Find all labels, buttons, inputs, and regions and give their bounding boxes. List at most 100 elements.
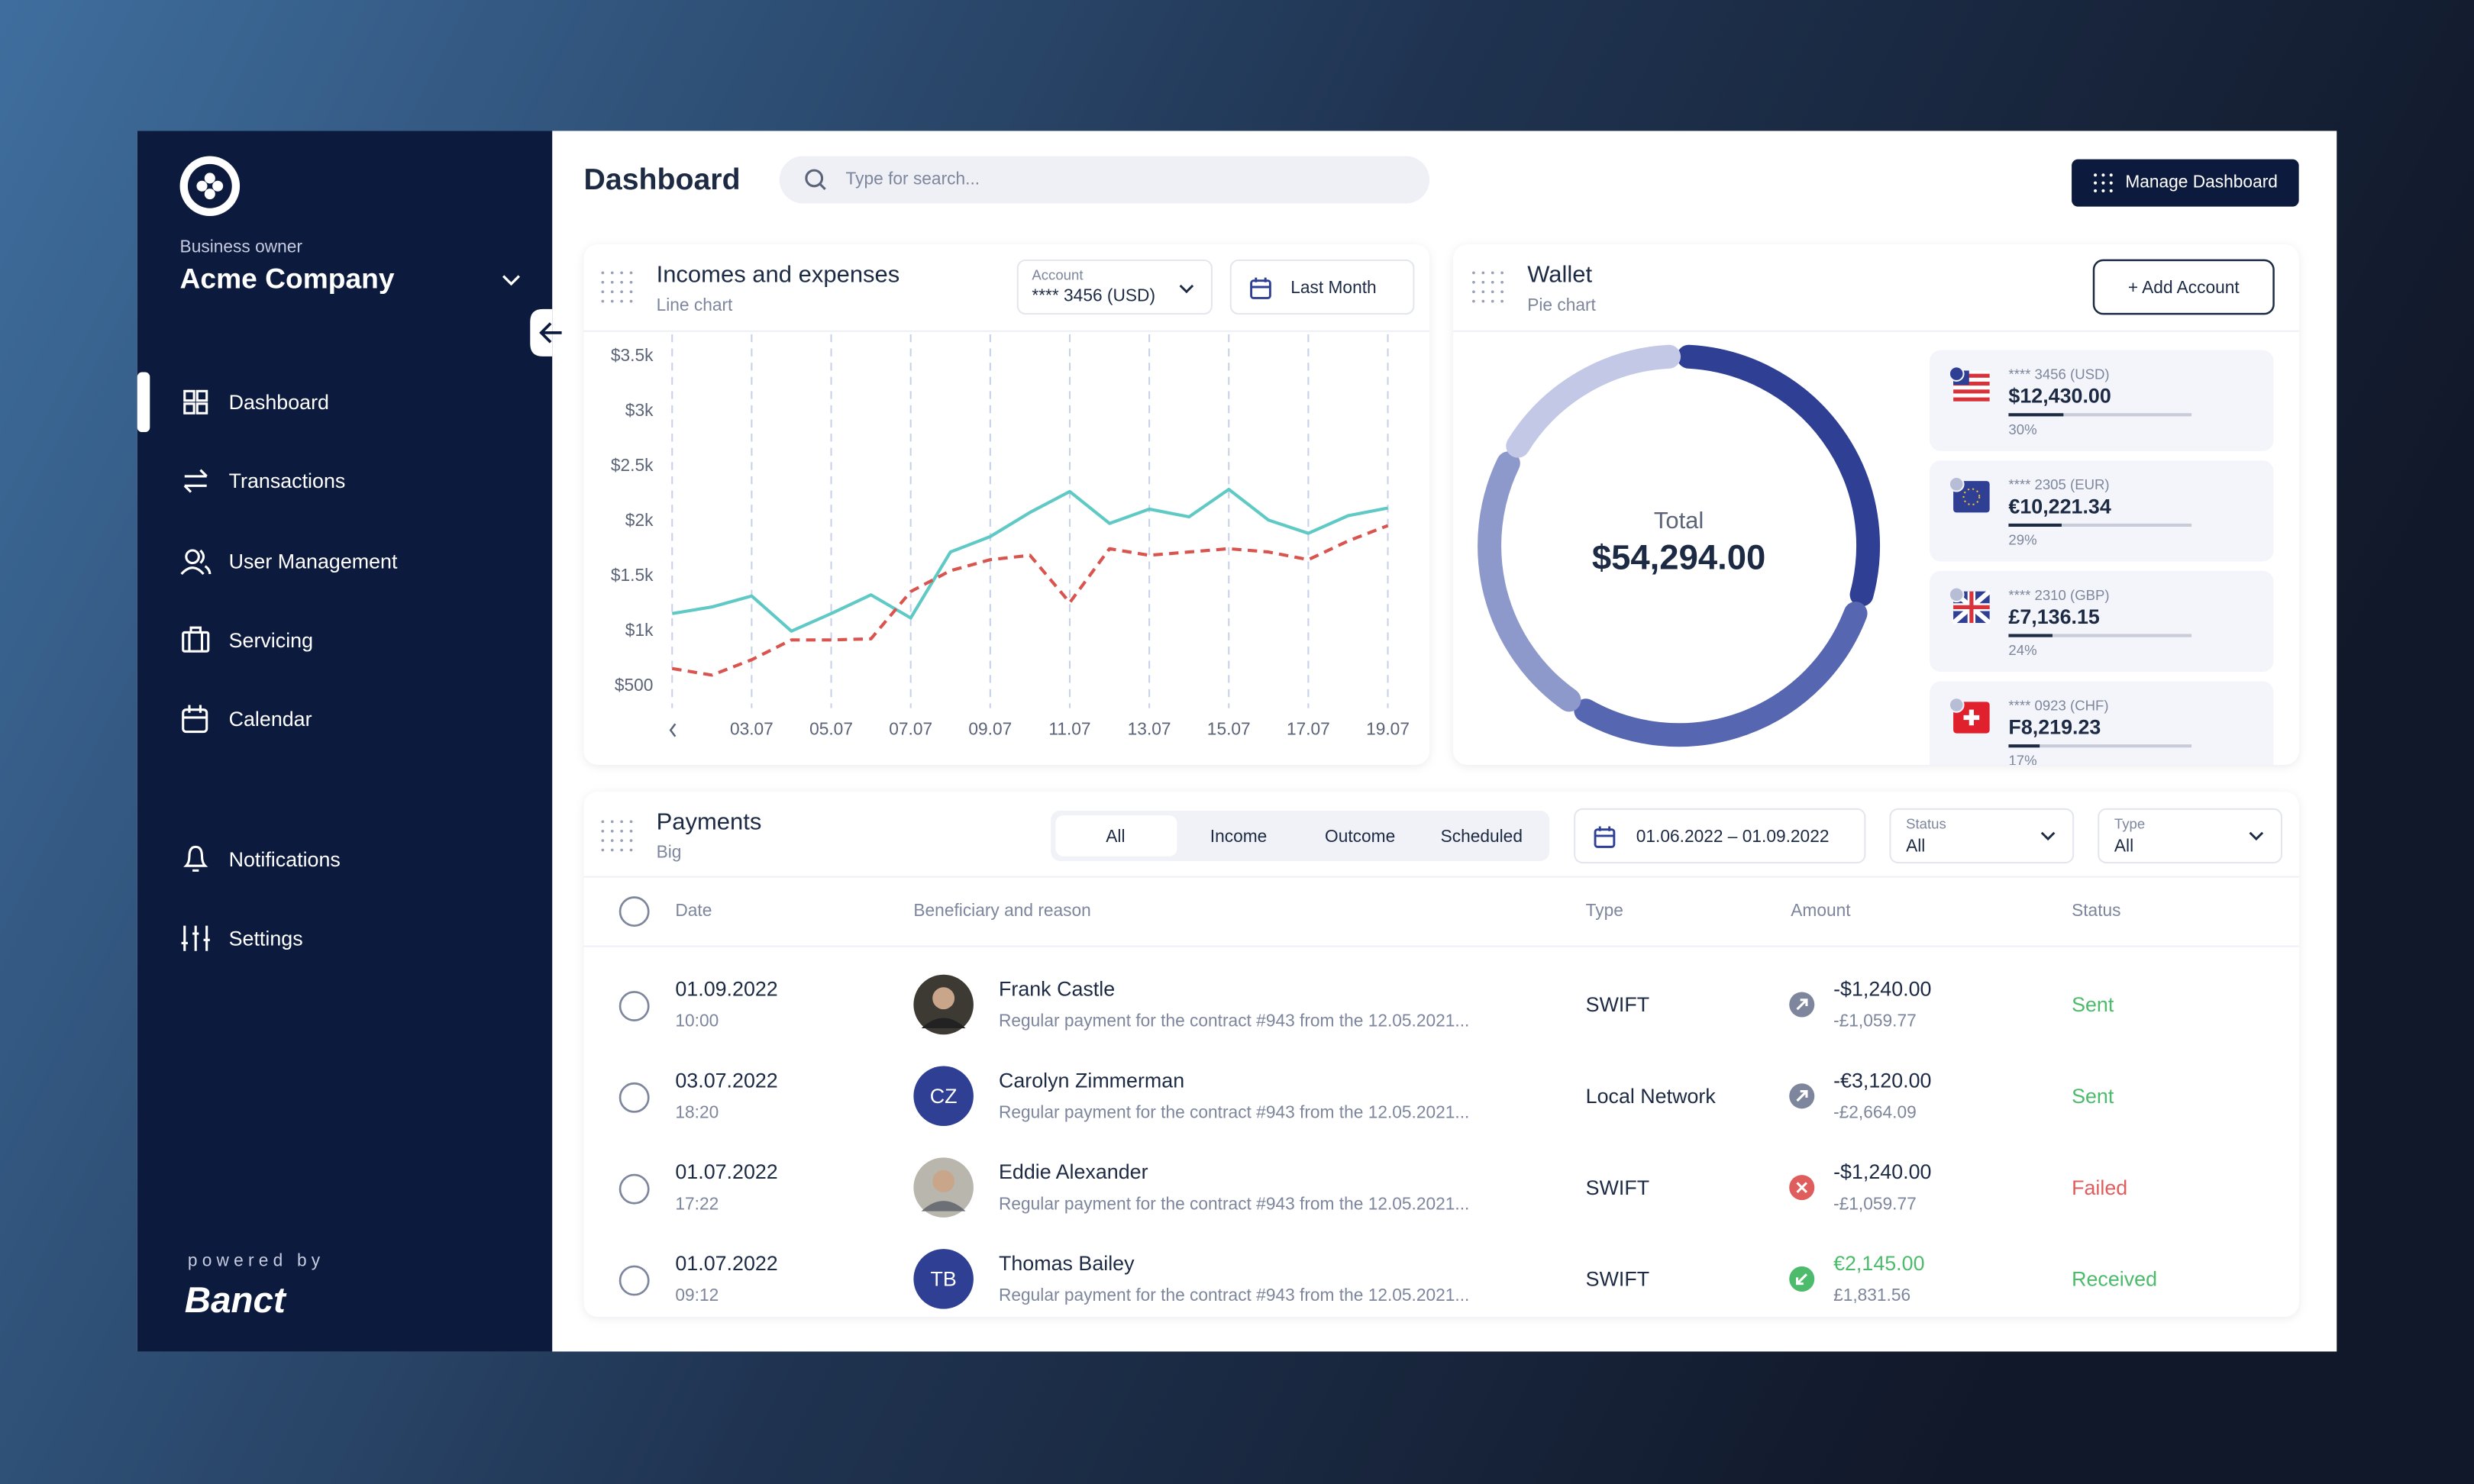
table-row[interactable]: 03.07.2022 18:20 CZ Carolyn Zimmerman Regula… bbox=[618, 1066, 2114, 1127]
add-account-button[interactable]: + Add Account bbox=[2092, 259, 2275, 315]
row-time: 18:20 bbox=[675, 1102, 719, 1122]
card bbox=[583, 244, 1430, 765]
column-header: Status bbox=[2072, 900, 2120, 920]
beneficiary-name: Eddie Alexander bbox=[999, 1160, 1148, 1183]
drag-handle[interactable] bbox=[1472, 271, 1504, 303]
collapse-button[interactable] bbox=[530, 308, 562, 356]
drag-dot bbox=[610, 280, 614, 284]
select-all-checkbox[interactable] bbox=[618, 896, 650, 928]
nav-item[interactable]: Transactions bbox=[183, 469, 346, 493]
account-balance: €10,221.34 bbox=[2008, 495, 2111, 518]
drag-dot bbox=[620, 820, 623, 824]
account-card[interactable]: **** 2310 (GBP) £7,136.15 24% bbox=[1930, 570, 2274, 673]
nav-label: Transactions bbox=[229, 469, 346, 492]
tab[interactable]: Income bbox=[1210, 826, 1268, 846]
account-list: **** 3456 (USD) $12,430.00 30% **** 2305 (E… bbox=[1930, 350, 2274, 782]
collapse-arrow bbox=[539, 322, 562, 344]
drag-handle[interactable] bbox=[601, 271, 633, 303]
flag-cross bbox=[1953, 591, 1990, 624]
tab[interactable]: Scheduled bbox=[1441, 826, 1523, 846]
search-icon bbox=[805, 169, 824, 188]
period-select[interactable]: Last Month bbox=[1229, 259, 1415, 315]
company-name: Acme Company bbox=[180, 263, 395, 295]
logo-dot bbox=[212, 180, 224, 192]
direction-glyph bbox=[1796, 1090, 1808, 1102]
row-checkbox[interactable] bbox=[618, 1082, 650, 1113]
nav-item[interactable]: Servicing bbox=[182, 626, 313, 653]
row-checkbox[interactable] bbox=[618, 991, 650, 1021]
status: Sent bbox=[2072, 1085, 2114, 1108]
row-time: 09:12 bbox=[675, 1285, 719, 1305]
drag-dot bbox=[629, 839, 633, 842]
payment-reason: Regular payment for the contract #943 fr… bbox=[999, 1285, 1469, 1305]
row-checkbox[interactable] bbox=[618, 1173, 650, 1205]
x-pager-chevron[interactable] bbox=[669, 723, 677, 737]
search-box[interactable]: Type for search... bbox=[779, 156, 1430, 204]
calendar-icon bbox=[1250, 279, 1271, 299]
tab[interactable]: Outcome bbox=[1325, 826, 1395, 846]
drag-handle[interactable] bbox=[601, 820, 633, 852]
table-row[interactable]: 01.07.2022 17:22 Eddie Alexander Regular pa… bbox=[618, 1157, 2127, 1218]
nav-item[interactable]: Dashboard bbox=[137, 372, 329, 433]
account-share: 24% bbox=[2008, 642, 2036, 658]
nav-item[interactable]: User Management bbox=[180, 549, 398, 576]
payment-reason: Regular payment for the contract #943 fr… bbox=[999, 1193, 1469, 1213]
account-number: **** 2310 (GBP) bbox=[2008, 587, 2109, 603]
tab-label: All bbox=[1106, 826, 1125, 846]
row-date: 01.07.2022 bbox=[675, 1160, 777, 1183]
avatar-head bbox=[932, 987, 955, 1010]
drag-dot bbox=[1500, 280, 1504, 284]
tab[interactable]: All bbox=[1055, 815, 1177, 857]
filter-select[interactable]: Type All bbox=[2098, 808, 2282, 864]
drag-dot bbox=[629, 280, 633, 284]
drag-dot bbox=[601, 299, 605, 303]
account-share: 30% bbox=[2008, 421, 2036, 437]
calendar-icon bbox=[1251, 277, 1271, 289]
drag-dot bbox=[1491, 280, 1494, 284]
nav-item[interactable]: Calendar bbox=[182, 705, 312, 734]
nav-label: User Management bbox=[229, 550, 398, 573]
account-badge bbox=[1948, 586, 1965, 603]
logo bbox=[179, 156, 241, 217]
x-tick-label: 15.07 bbox=[1207, 719, 1251, 739]
manage-dashboard-button[interactable]: Manage Dashboard bbox=[2072, 159, 2299, 207]
drag-dot bbox=[1481, 299, 1485, 303]
nav-item[interactable]: Settings bbox=[181, 925, 303, 951]
filter-select[interactable]: Status All bbox=[1889, 808, 2075, 864]
account-card[interactable]: **** 3456 (USD) $12,430.00 30% bbox=[1930, 350, 2274, 451]
table-row[interactable]: 01.09.2022 10:00 Frank Castle Regular payme… bbox=[618, 974, 2114, 1035]
flag-stripe bbox=[1953, 373, 1990, 378]
column-header: Beneficiary and reason bbox=[913, 900, 1090, 920]
nav-item[interactable]: Notifications bbox=[183, 845, 341, 872]
payment-reason: Regular payment for the contract #943 fr… bbox=[999, 1102, 1469, 1122]
donut-segment bbox=[1506, 344, 1681, 458]
calendar-icon bbox=[1594, 828, 1616, 848]
account-select[interactable]: Account **** 3456 (USD) bbox=[1016, 259, 1213, 315]
drag-dot bbox=[610, 848, 614, 852]
flag-stripe bbox=[1953, 389, 1990, 394]
account-card[interactable]: **** 2305 (EUR) €10,221.34 29% bbox=[1930, 460, 2274, 562]
date-range-picker[interactable]: 01.06.2022 – 01.09.2022 bbox=[1574, 808, 1866, 864]
account-balance: £7,136.15 bbox=[2008, 605, 2100, 628]
drag-dot bbox=[601, 820, 605, 824]
drag-dot bbox=[629, 290, 633, 294]
avatar-initials: CZ bbox=[930, 1085, 958, 1108]
tab-label: Outcome bbox=[1325, 826, 1395, 846]
company-dropdown[interactable] bbox=[502, 275, 520, 286]
table-row[interactable]: 01.07.2022 09:12 TB Thomas Bailey Regular pa… bbox=[618, 1249, 2157, 1309]
payment-type: SWIFT bbox=[1586, 993, 1650, 1016]
row-checkbox[interactable] bbox=[618, 1265, 650, 1296]
tab-active-bg bbox=[1055, 815, 1177, 857]
brand-logo: Banct bbox=[185, 1280, 287, 1321]
drag-dot bbox=[1491, 290, 1494, 294]
account-card[interactable]: **** 0923 (CHF) F8,219.23 17% bbox=[1930, 681, 2274, 782]
card-subtitle: Line chart bbox=[657, 295, 733, 315]
drag-dot bbox=[610, 271, 614, 275]
button-icon bbox=[2094, 181, 2098, 185]
drag-dot bbox=[1481, 290, 1485, 294]
nav-icon bbox=[195, 402, 208, 415]
flag-stripe bbox=[1953, 397, 1990, 402]
card-title: Wallet bbox=[1527, 261, 1592, 288]
series-line bbox=[671, 524, 1389, 677]
payment-type: Local Network bbox=[1586, 1085, 1717, 1108]
